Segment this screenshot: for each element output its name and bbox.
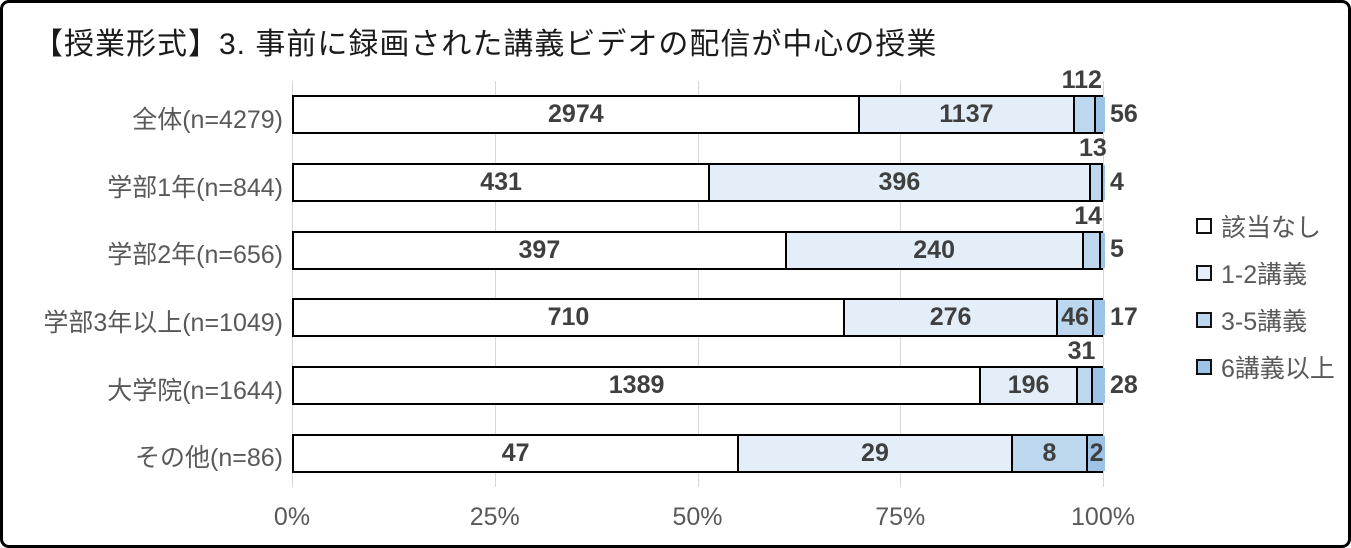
legend-label: 1-2講義 bbox=[1221, 261, 1308, 289]
bar-segment: 1389 bbox=[294, 368, 980, 403]
value-label: 397 bbox=[518, 235, 561, 264]
bar-row: 431 396 bbox=[292, 163, 1105, 202]
value-label-above: 31 bbox=[1067, 337, 1096, 365]
bar-segment: 47 bbox=[294, 435, 738, 471]
chart-title: 【授業形式】3. 事前に録画された講義ビデオの配信が中心の授業 bbox=[33, 28, 938, 61]
value-label: 2974 bbox=[548, 100, 604, 129]
legend-swatch bbox=[1196, 359, 1212, 375]
value-label: 1389 bbox=[608, 371, 665, 399]
category-label: 学部2年(n=656) bbox=[107, 241, 283, 270]
legend-label: 3-5講義 bbox=[1221, 308, 1308, 336]
bar-segment bbox=[1088, 165, 1102, 200]
x-tick-label: 100% bbox=[1071, 503, 1135, 531]
bar-segment: 710 bbox=[294, 300, 843, 336]
bar-segment: 1137 bbox=[857, 97, 1074, 133]
value-label: 46 bbox=[1061, 303, 1089, 332]
bar-segment bbox=[1101, 165, 1105, 200]
value-label-right: 28 bbox=[1110, 370, 1138, 399]
value-label-right: 5 bbox=[1110, 235, 1124, 264]
legend-item: 3-5講義 bbox=[1196, 302, 1307, 338]
bar-segment bbox=[1075, 368, 1092, 403]
category-label: 大学院(n=1644) bbox=[107, 376, 283, 405]
value-label-above: 112 bbox=[1061, 66, 1102, 95]
x-tick-label: 25% bbox=[469, 503, 520, 531]
x-tick-label: 50% bbox=[672, 503, 723, 531]
legend-swatch bbox=[1196, 265, 1212, 281]
value-label-right: 17 bbox=[1110, 302, 1138, 331]
value-label: 240 bbox=[913, 235, 955, 264]
bar-segment bbox=[1098, 232, 1105, 268]
value-label: 431 bbox=[480, 168, 522, 196]
bar-segment: 2 bbox=[1086, 435, 1105, 471]
bar-segment bbox=[1073, 97, 1095, 133]
bar-segment: 2974 bbox=[294, 97, 858, 133]
bar-segment: 396 bbox=[708, 165, 1089, 200]
bar-row: 1389 196 bbox=[292, 366, 1105, 405]
bar-segment: 276 bbox=[842, 300, 1057, 336]
legend-item: 6講義以上 bbox=[1196, 349, 1335, 385]
value-label-right: 56 bbox=[1110, 99, 1138, 128]
bar-segment: 8 bbox=[1010, 435, 1087, 471]
value-label: 2 bbox=[1089, 438, 1104, 467]
value-label: 29 bbox=[861, 438, 889, 467]
category-label: その他(n=86) bbox=[135, 444, 283, 473]
gridline bbox=[292, 81, 293, 487]
gridline bbox=[1103, 81, 1104, 487]
value-label-above: 13 bbox=[1079, 134, 1107, 162]
bar-row: 47 29 8 2 bbox=[292, 433, 1105, 473]
category-label: 学部3年以上(n=1049) bbox=[43, 308, 283, 337]
legend-item: 1-2講義 bbox=[1196, 255, 1307, 291]
gridline bbox=[900, 81, 902, 487]
value-label-right: 4 bbox=[1110, 167, 1124, 196]
legend-item: 該当なし bbox=[1196, 208, 1321, 244]
bar-segment bbox=[1094, 97, 1105, 133]
legend-label: 該当なし bbox=[1221, 214, 1322, 242]
category-label: 全体(n=4279) bbox=[132, 105, 283, 134]
bar-segment: 431 bbox=[294, 165, 709, 200]
value-label-above: 14 bbox=[1074, 201, 1103, 230]
bar-segment: 397 bbox=[294, 232, 785, 268]
bar-segment bbox=[1081, 232, 1099, 268]
bar-segment: 240 bbox=[784, 232, 1082, 268]
bar-row: 397 240 bbox=[292, 230, 1105, 270]
gridline bbox=[494, 81, 496, 487]
value-label: 8 bbox=[1042, 438, 1057, 467]
bar-segment bbox=[1091, 300, 1105, 336]
bar-row: 2974 1137 bbox=[292, 95, 1105, 135]
category-label: 学部1年(n=844) bbox=[107, 173, 283, 202]
legend-label: 6講義以上 bbox=[1221, 355, 1335, 383]
value-label: 396 bbox=[878, 168, 921, 196]
x-tick-label: 75% bbox=[875, 503, 926, 531]
legend-swatch bbox=[1196, 312, 1212, 328]
bar-segment: 46 bbox=[1056, 300, 1092, 336]
value-label: 276 bbox=[929, 303, 972, 332]
legend-swatch bbox=[1196, 218, 1212, 234]
value-label: 1137 bbox=[939, 100, 994, 129]
gridline bbox=[697, 81, 699, 487]
bar-segment bbox=[1091, 368, 1105, 403]
value-label: 196 bbox=[1007, 371, 1050, 399]
bar-segment: 196 bbox=[979, 368, 1076, 403]
x-tick-label: 0% bbox=[273, 503, 311, 531]
value-label: 47 bbox=[501, 438, 530, 467]
value-label: 710 bbox=[547, 303, 590, 332]
bar-segment: 29 bbox=[737, 435, 1011, 471]
bar-row: 710 276 46 bbox=[292, 298, 1105, 338]
